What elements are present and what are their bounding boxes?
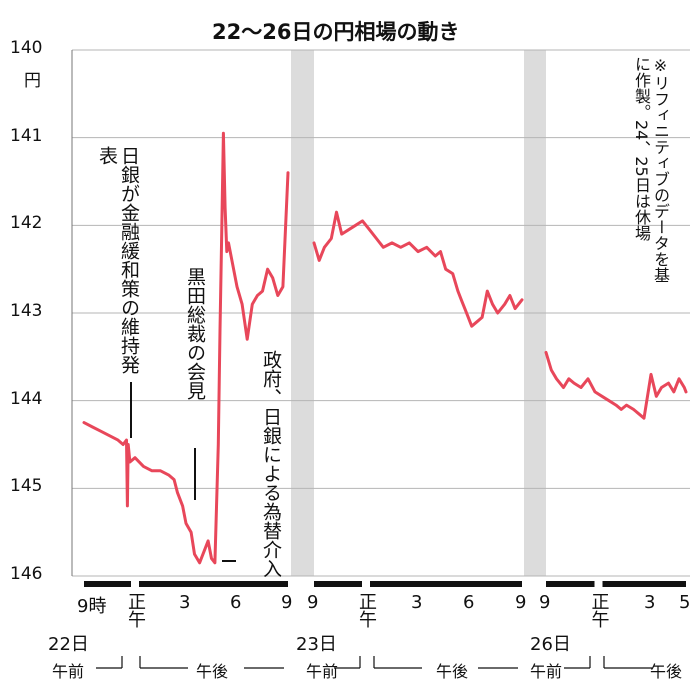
y-tick-label: 140	[10, 38, 43, 58]
session-bar-am	[314, 581, 362, 587]
x-tick-label: 正午	[125, 592, 146, 628]
y-tick-label: 144	[10, 388, 43, 409]
x-tick-label: 9	[539, 592, 551, 613]
x-tick-label: 正午	[588, 592, 610, 628]
x-tick-label: 6	[463, 592, 475, 613]
x-tick-label: 9時	[77, 596, 107, 617]
x-tick-label: 3	[644, 592, 656, 613]
session-label-pm: 午後	[436, 662, 469, 681]
annotation-kuroda-leader	[194, 448, 196, 500]
series-line-1	[82, 131, 290, 565]
annotation-boj-leader	[130, 382, 132, 438]
y-axis-unit: 円	[24, 71, 41, 91]
day-label: 22日	[48, 634, 89, 655]
y-tick-label: 146	[10, 564, 43, 584]
day-label: 23日	[296, 634, 337, 655]
y-tick-label: 145	[10, 476, 43, 497]
x-tick-label: 正午	[356, 592, 377, 628]
x-tick-label: 9	[515, 592, 527, 613]
session-label-am: 午前	[530, 662, 563, 681]
x-tick-label: 5	[679, 592, 691, 613]
x-tick-label: 6	[230, 592, 242, 613]
source-note: ※リフィニティブのデータを基に作製。24、25日は休場	[632, 56, 670, 283]
session-bar-pm	[370, 581, 522, 587]
day-label: 26日	[530, 634, 571, 655]
x-tick-label: 3	[411, 592, 423, 613]
session-bar-am	[546, 581, 595, 587]
x-tick-label: 3	[179, 592, 191, 613]
annotation-intervention-leader	[222, 560, 236, 562]
y-tick-label: 141	[10, 125, 43, 146]
series-line-3	[544, 350, 688, 420]
chart-title: 22〜26日の円相場の動き	[212, 20, 460, 44]
session-label-am: 午前	[52, 662, 85, 681]
session-label-am: 午前	[306, 662, 339, 681]
annotation-boj-policy: 日銀が金融緩和策の維持発表	[96, 146, 140, 374]
x-tick-label: 9	[307, 592, 319, 613]
series-line-2	[312, 210, 524, 328]
session-label-pm: 午後	[196, 662, 229, 681]
x-tick-label: 9	[281, 592, 293, 613]
y-tick-label: 142	[10, 213, 43, 234]
annotation-intervention: 政府、日銀による為替介入	[260, 350, 282, 578]
session-bar-am	[84, 581, 131, 587]
annotation-kuroda: 黒田総裁の会見	[184, 267, 206, 400]
session-bar-pm	[602, 581, 686, 587]
y-tick-label: 143	[10, 301, 43, 321]
session-label-pm: 午後	[650, 662, 683, 681]
session-bar-pm	[139, 581, 288, 587]
